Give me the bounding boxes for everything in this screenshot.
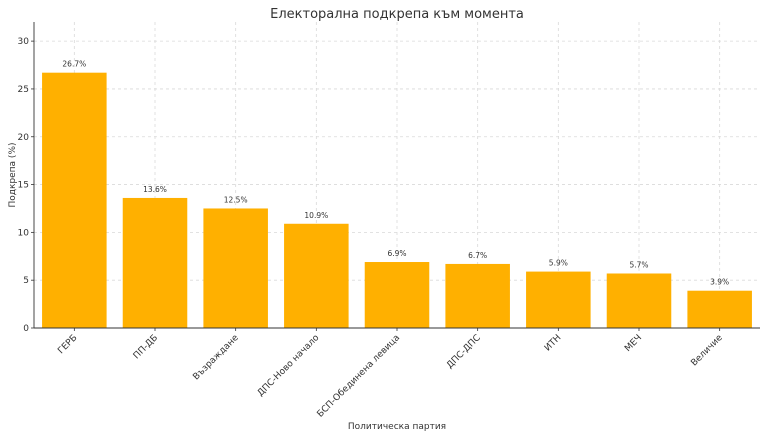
bar-value-label: 6.9% xyxy=(387,249,406,258)
bar-value-label: 12.5% xyxy=(224,195,248,204)
y-tick-label: 25 xyxy=(18,85,29,95)
bar xyxy=(606,273,672,328)
bar-value-label: 5.7% xyxy=(629,260,648,269)
bar xyxy=(364,262,430,328)
bar xyxy=(42,72,107,329)
bar-value-label: 26.7% xyxy=(62,60,86,69)
bar-value-label: 6.7% xyxy=(468,251,487,260)
x-tick-label: Възраждане xyxy=(191,333,241,383)
y-ticks: 0 5 10 15 20 25 30 xyxy=(18,37,34,334)
y-tick-label: 15 xyxy=(18,181,29,191)
y-tick-label: 20 xyxy=(18,133,30,143)
bar xyxy=(122,197,188,328)
bars xyxy=(42,72,752,329)
bar xyxy=(445,263,510,328)
x-tick-label: ПП-ДБ xyxy=(132,333,160,361)
bar-value-label: 3.9% xyxy=(710,278,729,287)
bar xyxy=(687,290,752,328)
x-tick-label: ДПС-Ново начало xyxy=(256,333,322,399)
x-tick-label: БСП-Обединена левица xyxy=(316,333,403,420)
y-tick-label: 30 xyxy=(18,37,30,47)
bar-value-label: 10.9% xyxy=(304,211,328,220)
y-tick-label: 10 xyxy=(18,228,30,238)
bar xyxy=(203,208,268,328)
x-axis-label: Политическа партия xyxy=(348,422,446,432)
x-ticks: ГЕРБ ПП-ДБ Възраждане ДПС-Ново началоБСП-Об… xyxy=(56,328,725,420)
bar xyxy=(526,271,591,328)
x-tick-label: Величие xyxy=(689,333,725,369)
bar xyxy=(284,223,349,328)
data-labels: 26.7% 13.6% 12.5% 10.9% 6.9% 6.7% 5.9% 5.7% 3.9% xyxy=(62,60,729,287)
y-axis-label: Подкрепа (%) xyxy=(8,142,18,207)
x-tick-label: ГЕРБ xyxy=(56,333,79,356)
x-tick-label: ДПС-ДПС xyxy=(445,333,483,371)
y-tick-label: 5 xyxy=(23,276,29,286)
chart-title: Електорална подкрепа към момента xyxy=(270,7,524,22)
bar-value-label: 5.9% xyxy=(549,259,568,268)
x-tick-label: МЕЧ xyxy=(623,333,644,354)
bar-value-label: 13.6% xyxy=(143,185,167,194)
x-tick-label: ИТН xyxy=(543,333,564,354)
y-tick-label: 0 xyxy=(23,324,29,334)
